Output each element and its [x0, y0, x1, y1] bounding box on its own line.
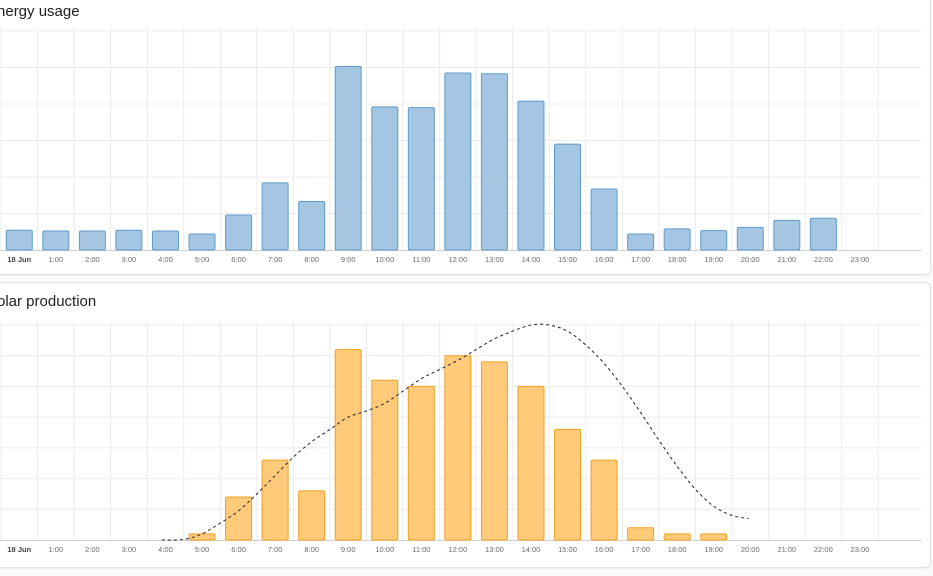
- usage-bar-5[interactable]: [188, 233, 216, 251]
- usage-bar-1[interactable]: [42, 230, 70, 251]
- usage-tick-label-18: 18:00: [668, 255, 687, 264]
- usage-bar-10[interactable]: [371, 106, 399, 251]
- solar-production-title: Solar production: [0, 293, 97, 310]
- solar-tick-label-9: 9:00: [341, 545, 356, 554]
- usage-bar-6[interactable]: [225, 214, 253, 251]
- solar-bar-12[interactable]: [444, 355, 472, 541]
- solar-tick-label-8: 8:00: [304, 545, 319, 554]
- solar-tick-label-17: 17:00: [631, 545, 650, 554]
- solar-bar-8[interactable]: [298, 490, 326, 541]
- usage-tick-label-6: 6:00: [231, 255, 246, 264]
- usage-tick-label-3: 3:00: [122, 255, 137, 264]
- solar-tick-label-2: 2:00: [85, 545, 100, 554]
- solar-tick-label-15: 15:00: [558, 545, 577, 554]
- solar-tick-label-18: 18:00: [668, 545, 687, 554]
- usage-tick-label-1: 1:00: [49, 255, 64, 264]
- usage-tick-label-7: 7:00: [268, 255, 283, 264]
- usage-tick-label-15: 15:00: [558, 255, 577, 264]
- solar-tick-label-7: 7:00: [268, 545, 283, 554]
- solar-bar-14[interactable]: [517, 385, 545, 541]
- solar-tick-label-1: 1:00: [49, 545, 64, 554]
- usage-bar-4[interactable]: [151, 230, 179, 251]
- usage-tick-label-16: 16:00: [595, 255, 614, 264]
- usage-bar-17[interactable]: [627, 233, 655, 251]
- usage-bar-11[interactable]: [407, 107, 435, 251]
- usage-bar-2[interactable]: [78, 230, 106, 251]
- solar-tick-label-5: 5:00: [195, 545, 210, 554]
- usage-bar-12[interactable]: [444, 72, 472, 251]
- usage-tick-label-22: 22:00: [814, 255, 833, 264]
- solar-tick-label-14: 14:00: [522, 545, 541, 554]
- energy-usage-chart: 18 Jun 1:00 2:00 3:00 4:00 5:00 6:00 7:00 8:00 9:…: [0, 27, 921, 264]
- solar-bar-10[interactable]: [371, 379, 399, 541]
- solar-production-chart: 18 Jun 1:00 2:00 3:00 4:00 5:00 6:00 7:00 8:00 9:…: [0, 321, 921, 554]
- solar-production-card: Solar production 18 Jun 1:00 2:00 3:00 4:00 5…: [0, 282, 931, 568]
- solar-bar-7[interactable]: [261, 459, 289, 541]
- usage-tick-label-17: 17:00: [631, 255, 650, 264]
- usage-tick-label-20: 20:00: [741, 255, 760, 264]
- solar-bar-16[interactable]: [590, 459, 618, 541]
- energy-usage-card: Energy usage 18 Jun 1:00 2:00 3:00 4:00 5:00 6…: [0, 0, 931, 275]
- usage-bar-19[interactable]: [700, 230, 728, 251]
- solar-bar-19[interactable]: [700, 533, 728, 541]
- usage-bar-0[interactable]: [5, 229, 33, 251]
- solar-bar-6[interactable]: [225, 496, 253, 541]
- solar-tick-label-12: 12:00: [448, 545, 467, 554]
- solar-tick-label-4: 4:00: [158, 545, 173, 554]
- solar-bar-15[interactable]: [554, 428, 582, 541]
- solar-tick-label-23: 23:00: [851, 545, 870, 554]
- usage-bar-20[interactable]: [736, 226, 764, 251]
- usage-tick-label-5: 5:00: [195, 255, 210, 264]
- solar-tick-label-0: 18 Jun: [7, 545, 31, 554]
- usage-tick-label-19: 19:00: [704, 255, 723, 264]
- usage-bar-16[interactable]: [590, 188, 618, 251]
- solar-bar-18[interactable]: [663, 533, 691, 541]
- usage-tick-label-23: 23:00: [851, 255, 870, 264]
- solar-tick-label-13: 13:00: [485, 545, 504, 554]
- usage-tick-label-8: 8:00: [304, 255, 319, 264]
- usage-bar-15[interactable]: [554, 143, 582, 251]
- usage-bar-21[interactable]: [773, 219, 801, 251]
- solar-tick-label-21: 21:00: [777, 545, 796, 554]
- usage-tick-label-4: 4:00: [158, 255, 173, 264]
- solar-tick-label-3: 3:00: [122, 545, 137, 554]
- usage-tick-label-21: 21:00: [777, 255, 796, 264]
- usage-tick-label-11: 11:00: [412, 255, 430, 264]
- solar-bar-9[interactable]: [334, 349, 362, 541]
- usage-tick-label-12: 12:00: [448, 255, 467, 264]
- solar-bar-17[interactable]: [627, 527, 655, 541]
- usage-bar-8[interactable]: [298, 200, 326, 251]
- usage-bar-3[interactable]: [115, 229, 143, 251]
- usage-bar-18[interactable]: [663, 228, 691, 251]
- solar-tick-label-10: 10:00: [375, 545, 394, 554]
- usage-tick-label-13: 13:00: [485, 255, 504, 264]
- solar-tick-label-11: 11:00: [412, 545, 430, 554]
- solar-forecast-line-0: [161, 323, 749, 541]
- usage-bar-7[interactable]: [261, 182, 289, 251]
- solar-bar-5[interactable]: [188, 533, 216, 541]
- solar-bar-11[interactable]: [407, 385, 435, 541]
- solar-tick-label-16: 16:00: [595, 545, 614, 554]
- solar-tick-label-22: 22:00: [814, 545, 833, 554]
- energy-usage-title: Energy usage: [0, 3, 80, 20]
- solar-bar-13[interactable]: [480, 361, 508, 541]
- usage-tick-label-9: 9:00: [341, 255, 356, 264]
- usage-bar-14[interactable]: [517, 100, 545, 251]
- usage-tick-label-0: 18 Jun: [7, 255, 31, 264]
- usage-tick-label-2: 2:00: [85, 255, 100, 264]
- usage-bar-9[interactable]: [334, 65, 362, 251]
- usage-bar-13[interactable]: [480, 73, 508, 251]
- usage-tick-label-10: 10:00: [375, 255, 394, 264]
- solar-tick-label-19: 19:00: [704, 545, 723, 554]
- usage-tick-label-14: 14:00: [522, 255, 541, 264]
- solar-tick-label-6: 6:00: [231, 545, 246, 554]
- solar-tick-label-20: 20:00: [741, 545, 760, 554]
- usage-bar-22[interactable]: [809, 217, 837, 251]
